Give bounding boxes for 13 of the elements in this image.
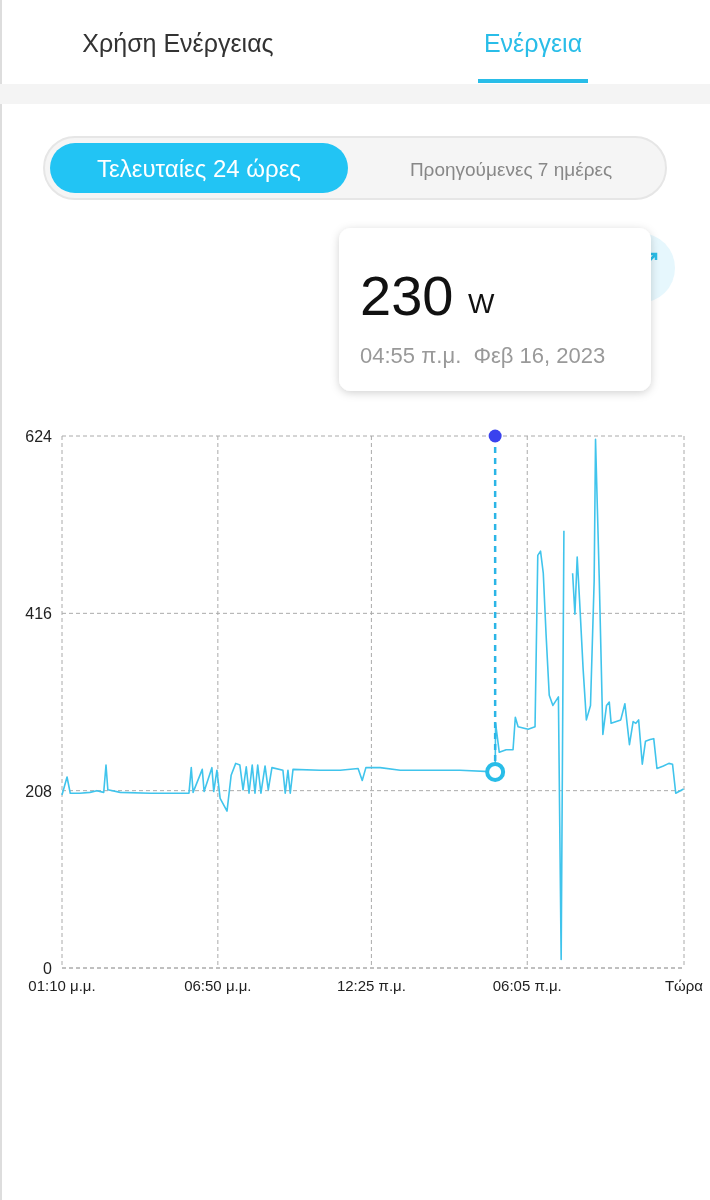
- x-tick-label: Τώρα: [664, 977, 704, 994]
- x-tick-label: 12:25 π.μ.: [336, 977, 406, 994]
- y-tick-label: 624: [25, 428, 53, 445]
- y-tick-label: 0: [43, 960, 53, 977]
- y-tick-label: 416: [25, 605, 53, 623]
- text: Ενέργεια: [483, 29, 583, 57]
- text: Προηγούμενες 7 ημέρες: [409, 159, 613, 180]
- text: Χρήση Ενέργειας: [82, 29, 274, 57]
- x-tick-label: 06:05 π.μ.: [492, 977, 562, 994]
- text: Τελευταίες 24 ώρες: [97, 155, 301, 182]
- x-tick-label: 01:10 μ.μ.: [28, 977, 96, 994]
- y-tick-label: 208: [25, 782, 53, 800]
- x-tick-label: 06:50 μ.μ.: [184, 977, 252, 994]
